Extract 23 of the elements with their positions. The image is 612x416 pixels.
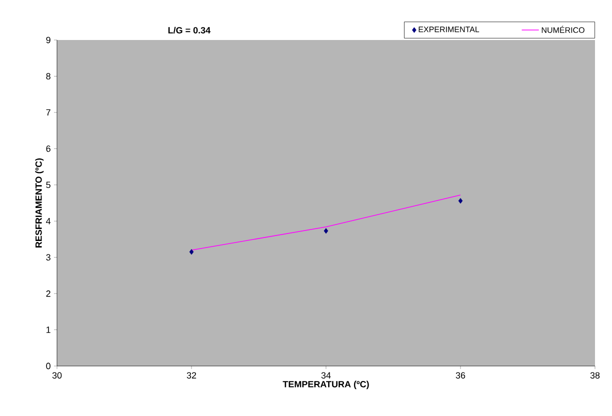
x-tick-label: 38 (590, 372, 600, 379)
y-tick-label: 8 (46, 73, 50, 80)
point (189, 249, 194, 255)
y-tick-label: 4 (46, 218, 51, 224)
y-tick-label: 1 (46, 326, 50, 333)
chart-title: L/G = 0.34 (168, 26, 211, 34)
point (324, 228, 328, 234)
y-tick-label: 7 (46, 109, 50, 116)
y-tick-label: 3 (46, 254, 50, 261)
point (458, 198, 463, 204)
y-tick-label: 6 (46, 145, 50, 152)
y-tick-label: 5 (46, 182, 50, 188)
y-tick-label: 0 (46, 362, 50, 370)
legend-label: EXPERIMENTAL (418, 26, 480, 32)
x-axis-title: TEMPERATURA (ºC) (282, 380, 369, 390)
y-axis-title: RESFRIAMENTO (ºC) (35, 158, 44, 248)
x-tick-label: 30 (52, 372, 62, 379)
y-tick-label: 9 (46, 36, 50, 44)
x-tick-label: 34 (321, 372, 331, 379)
x-tick-label: 36 (456, 372, 466, 379)
y-tick-label: 2 (46, 290, 50, 297)
legend-label: NUMÉRICO (542, 26, 584, 33)
x-tick-label: 32 (186, 372, 196, 379)
